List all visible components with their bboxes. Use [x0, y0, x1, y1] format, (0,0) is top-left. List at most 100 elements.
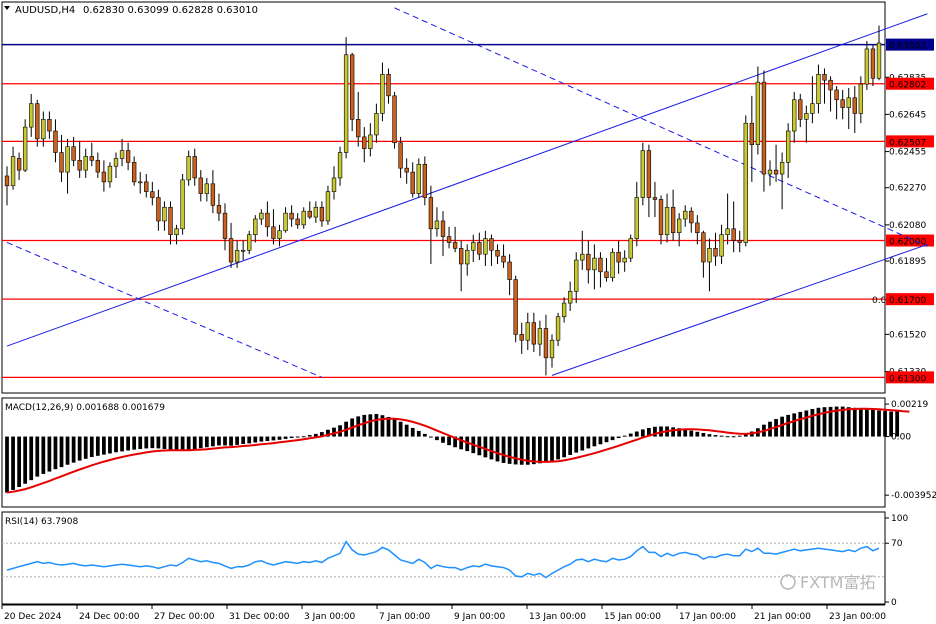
- candle[interactable]: [592, 244, 597, 290]
- candle[interactable]: [555, 312, 561, 347]
- candle[interactable]: [628, 234, 633, 263]
- candle[interactable]: [598, 252, 603, 288]
- candle[interactable]: [168, 201, 173, 245]
- candle[interactable]: [71, 136, 76, 167]
- candle[interactable]: [501, 244, 506, 268]
- candle[interactable]: [77, 140, 82, 178]
- candle[interactable]: [392, 91, 397, 149]
- candle[interactable]: [586, 240, 591, 284]
- symbol-dropdown-icon[interactable]: [4, 6, 10, 10]
- candle[interactable]: [477, 232, 482, 261]
- candle[interactable]: [549, 334, 555, 368]
- candle[interactable]: [537, 320, 543, 356]
- candle[interactable]: [271, 209, 276, 245]
- candle[interactable]: [410, 162, 415, 198]
- candle[interactable]: [664, 193, 670, 243]
- candle[interactable]: [761, 70, 767, 192]
- candle[interactable]: [204, 177, 210, 202]
- candle[interactable]: [489, 234, 494, 266]
- candle[interactable]: [180, 174, 185, 235]
- candle[interactable]: [574, 252, 579, 304]
- candle[interactable]: [313, 201, 319, 223]
- candle[interactable]: [301, 207, 306, 229]
- candle[interactable]: [525, 312, 530, 350]
- candle[interactable]: [210, 170, 216, 214]
- candle[interactable]: [374, 103, 379, 143]
- candle[interactable]: [779, 152, 785, 210]
- candle[interactable]: [852, 86, 857, 133]
- candle[interactable]: [101, 160, 107, 192]
- candle[interactable]: [816, 64, 821, 114]
- candle[interactable]: [689, 207, 694, 233]
- candle[interactable]: [198, 170, 203, 202]
- candle[interactable]: [755, 66, 761, 155]
- candle[interactable]: [634, 181, 639, 247]
- candle[interactable]: [289, 205, 294, 227]
- candle[interactable]: [646, 144, 652, 218]
- candle[interactable]: [422, 156, 428, 206]
- candle[interactable]: [495, 244, 500, 264]
- candle[interactable]: [192, 148, 197, 186]
- candle[interactable]: [16, 152, 22, 180]
- candle[interactable]: [846, 88, 851, 130]
- candle[interactable]: [53, 119, 58, 163]
- candle[interactable]: [804, 105, 809, 143]
- candle[interactable]: [380, 62, 385, 122]
- candle[interactable]: [719, 224, 724, 264]
- candle[interactable]: [749, 95, 755, 182]
- candle[interactable]: [458, 240, 464, 292]
- candle[interactable]: [658, 195, 664, 245]
- candle[interactable]: [259, 209, 264, 225]
- candle[interactable]: [89, 142, 94, 167]
- candle[interactable]: [695, 215, 700, 245]
- candle[interactable]: [343, 37, 349, 159]
- candle[interactable]: [543, 314, 549, 376]
- candle[interactable]: [707, 238, 712, 292]
- candle[interactable]: [870, 45, 876, 87]
- candle[interactable]: [144, 174, 149, 198]
- candle[interactable]: [483, 230, 488, 266]
- candle[interactable]: [652, 181, 658, 218]
- candle[interactable]: [404, 158, 409, 184]
- candle[interactable]: [156, 189, 161, 231]
- candle[interactable]: [725, 193, 730, 245]
- candle[interactable]: [265, 201, 270, 237]
- candle[interactable]: [567, 281, 573, 311]
- candle[interactable]: [349, 52, 355, 132]
- candle[interactable]: [676, 213, 682, 247]
- candle[interactable]: [4, 166, 10, 206]
- candle[interactable]: [253, 215, 258, 243]
- candle[interactable]: [670, 189, 676, 241]
- candle[interactable]: [785, 123, 791, 178]
- candle[interactable]: [10, 146, 16, 190]
- candle[interactable]: [216, 193, 222, 221]
- candle[interactable]: [731, 201, 736, 253]
- candle[interactable]: [162, 201, 167, 231]
- candle[interactable]: [416, 158, 421, 198]
- dashed-trend-line[interactable]: [394, 7, 928, 247]
- candle[interactable]: [465, 244, 470, 276]
- candle[interactable]: [22, 119, 28, 173]
- candle[interactable]: [743, 115, 748, 247]
- candle[interactable]: [828, 76, 833, 112]
- candle[interactable]: [107, 162, 113, 188]
- candle[interactable]: [840, 89, 845, 120]
- candle[interactable]: [604, 258, 609, 282]
- candle[interactable]: [622, 250, 627, 272]
- candle[interactable]: [531, 312, 537, 352]
- candle[interactable]: [65, 138, 70, 194]
- candle[interactable]: [683, 205, 688, 227]
- candle[interactable]: [640, 142, 646, 206]
- candle[interactable]: [610, 248, 615, 282]
- candle[interactable]: [368, 123, 373, 157]
- candle[interactable]: [131, 156, 137, 186]
- candle[interactable]: [150, 181, 155, 206]
- candle[interactable]: [773, 144, 779, 182]
- candle[interactable]: [434, 207, 440, 237]
- candle[interactable]: [119, 138, 125, 167]
- candle[interactable]: [240, 240, 246, 261]
- candle[interactable]: [452, 226, 458, 253]
- candle[interactable]: [325, 185, 331, 225]
- candle[interactable]: [428, 185, 434, 264]
